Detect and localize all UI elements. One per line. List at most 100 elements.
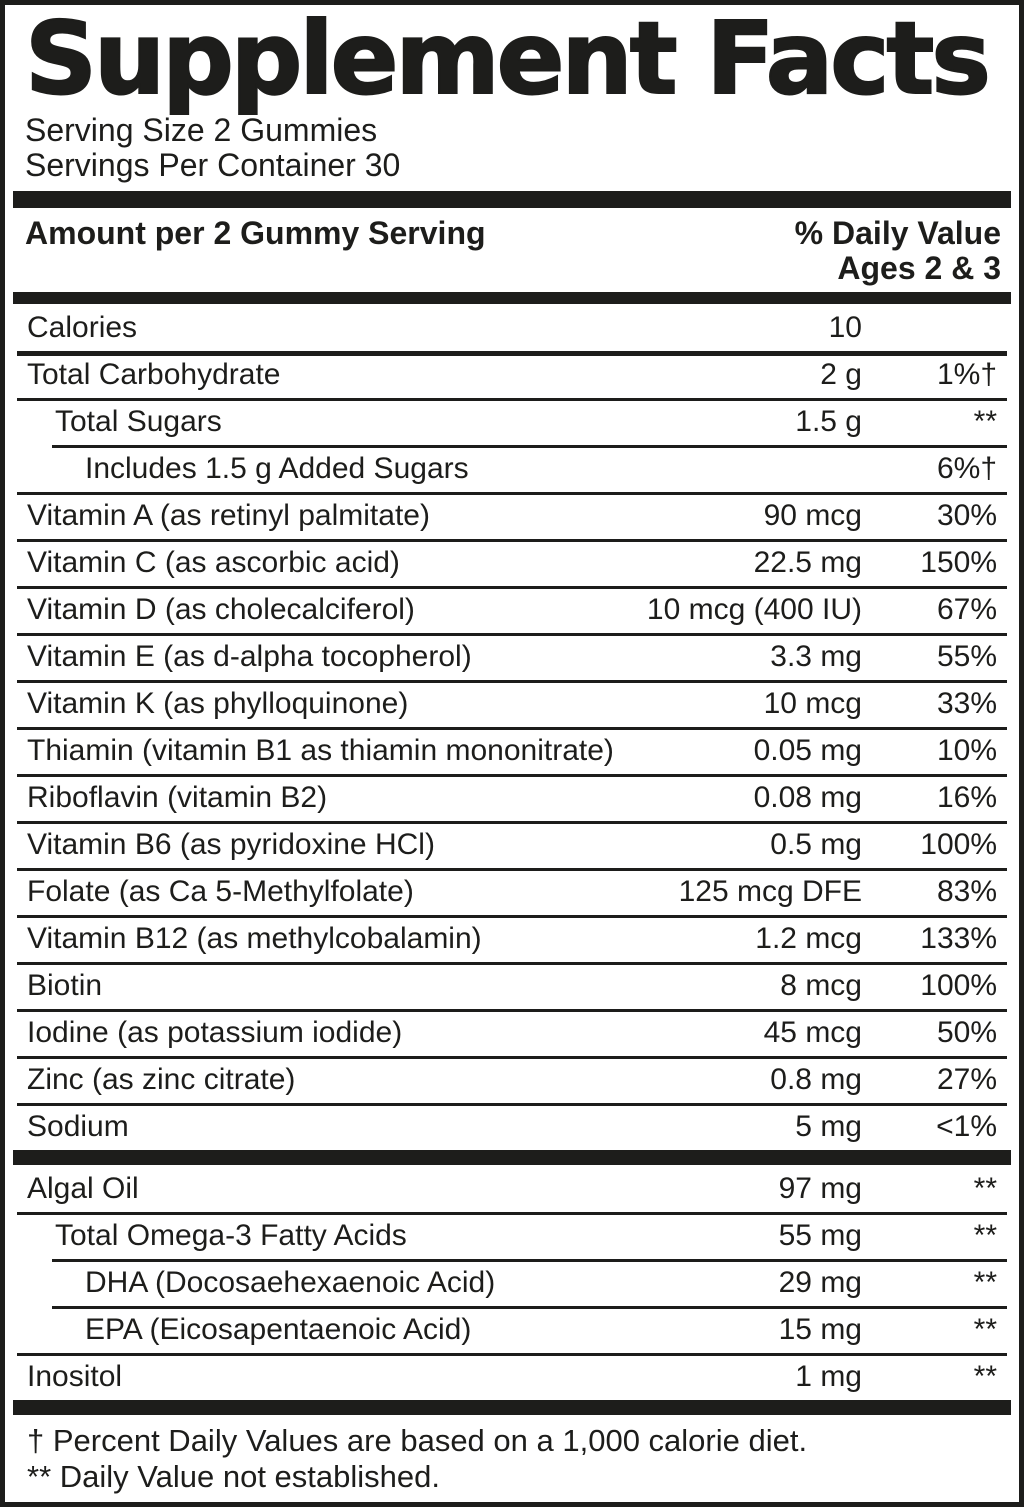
nutrient-row: Riboflavin (vitamin B2) 0.08 mg 16% [17,774,1007,821]
nutrient-amount: 8 mcg [780,968,862,1002]
nutrient-label: Total Omega-3 Fatty Acids [55,1218,407,1252]
nutrient-table-main: Calories 10 Total Carbohydrate 2 g 1%† Total … [17,304,1007,1150]
nutrient-daily-value: 100% [920,827,997,861]
nutrient-row: Vitamin D (as cholecalciferol) 10 mcg (40… [17,586,1007,633]
nutrient-row: Vitamin K (as phylloquinone) 10 mcg 33% [17,680,1007,727]
nutrient-label: Thiamin (vitamin B1 as thiamin mononitra… [27,733,614,767]
servings-per-container: Servings Per Container 30 [25,147,401,183]
panel-title: Supplement Facts [24,0,992,117]
nutrient-label: Vitamin B12 (as methylcobalamin) [27,921,482,955]
nutrient-amount: 97 mg [778,1171,862,1205]
footnote-dv-not-established: ** Daily Value not established. [27,1459,441,1494]
nutrient-amount: 0.05 mg [753,733,862,767]
nutrient-daily-value: <1% [936,1109,997,1143]
nutrient-row: Sodium 5 mg <1% [17,1103,1007,1150]
nutrient-label: Vitamin A (as retinyl palmitate) [27,498,430,532]
nutrient-table-secondary: Algal Oil 97 mg ** Total Omega-3 Fatty Acid… [17,1165,1007,1400]
nutrient-row: Calories 10 [17,304,1007,351]
nutrient-label: Total Carbohydrate [27,357,281,391]
nutrient-daily-value: 27% [936,1062,997,1096]
table-header: Amount per 2 Gummy Serving % Daily Value… [17,216,1007,286]
nutrient-row: Algal Oil 97 mg ** [17,1165,1007,1212]
nutrient-amount: 125 mcg DFE [678,874,862,908]
nutrient-label: Riboflavin (vitamin B2) [27,780,328,814]
nutrient-daily-value: ** [973,404,997,438]
nutrient-row: Vitamin B12 (as methylcobalamin) 1.2 mcg 1… [17,915,1007,962]
nutrient-label: Sodium [27,1109,129,1143]
serving-size: Serving Size 2 Gummies [25,112,378,148]
nutrient-label: Biotin [27,968,103,1002]
nutrient-label: Includes 1.5 g Added Sugars [85,451,469,485]
nutrient-row: Total Carbohydrate 2 g 1%† [17,351,1007,398]
nutrient-daily-value: ** [973,1218,997,1252]
nutrient-row: Iodine (as potassium iodide) 45 mcg 50% [17,1009,1007,1056]
nutrient-daily-value: 1%† [936,357,997,391]
nutrient-row: Vitamin B6 (as pyridoxine HCl) 0.5 mg 100% [17,821,1007,868]
nutrient-daily-value: 50% [936,1015,997,1049]
nutrient-label: Vitamin K (as phylloquinone) [27,686,409,720]
nutrient-row: Total Sugars 1.5 g ** [17,398,1007,445]
nutrient-label: EPA (Eicosapentaenoic Acid) [85,1312,472,1346]
nutrient-amount: 22.5 mg [753,545,862,579]
nutrient-label: Zinc (as zinc citrate) [27,1062,296,1096]
nutrient-row: Folate (as Ca 5-Methylfolate) 125 mcg DFE… [17,868,1007,915]
nutrient-label: Inositol [27,1359,123,1393]
nutrient-row: DHA (Docosaehexaenoic Acid) 29 mg ** [17,1259,1007,1306]
section-divider-bar [13,1150,1011,1165]
nutrient-daily-value: 10% [936,733,997,767]
nutrient-amount: 10 mcg (400 IU) [646,592,862,626]
nutrient-daily-value: 150% [920,545,997,579]
section-divider-bar [13,292,1011,304]
nutrient-daily-value: 83% [936,874,997,908]
nutrient-amount: 1 mg [795,1359,862,1393]
nutrient-row: Vitamin A (as retinyl palmitate) 90 mcg 30… [17,492,1007,539]
nutrient-daily-value: 67% [936,592,997,626]
nutrient-row: Inositol 1 mg ** [17,1353,1007,1400]
nutrient-daily-value: ** [973,1312,997,1346]
nutrient-row: Vitamin C (as ascorbic acid) 22.5 mg 150% [17,539,1007,586]
nutrient-label: Iodine (as potassium iodide) [27,1015,403,1049]
nutrient-amount: 15 mg [778,1312,862,1346]
nutrient-amount: 1.2 mcg [755,921,862,955]
nutrient-daily-value: 133% [920,921,997,955]
nutrient-label: DHA (Docosaehexaenoic Acid) [85,1265,496,1299]
nutrient-daily-value: ** [973,1265,997,1299]
nutrient-row: Total Omega-3 Fatty Acids 55 mg ** [17,1212,1007,1259]
nutrient-daily-value: 100% [920,968,997,1002]
nutrient-label: Vitamin E (as d-alpha tocopherol) [27,639,472,673]
nutrient-amount: 0.08 mg [753,780,862,814]
footnotes: † Percent Daily Values are based on a 1,… [17,1423,1007,1495]
nutrient-row: Biotin 8 mcg 100% [17,962,1007,1009]
daily-value-column-header: % Daily Value Ages 2 & 3 [795,216,1007,286]
nutrient-amount: 3.3 mg [770,639,862,673]
section-divider-bar [13,191,1011,208]
nutrient-row: EPA (Eicosapentaenoic Acid) 15 mg ** [17,1306,1007,1353]
nutrient-amount: 55 mg [778,1218,862,1252]
nutrient-daily-value: ** [973,1171,997,1205]
nutrient-daily-value: 33% [936,686,997,720]
nutrient-daily-value: 55% [936,639,997,673]
nutrient-amount: 10 [828,310,862,344]
nutrient-amount: 2 g [820,357,862,391]
amount-column-header: Amount per 2 Gummy Serving [25,215,486,251]
section-divider-bar [13,1400,1011,1415]
nutrient-row: Zinc (as zinc citrate) 0.8 mg 27% [17,1056,1007,1103]
nutrient-daily-value: 30% [936,498,997,532]
nutrient-daily-value: ** [973,1359,997,1393]
daily-value-header-line1: % Daily Value [794,215,1001,251]
nutrient-amount: 10 mcg [763,686,862,720]
nutrient-label: Calories [27,310,138,344]
nutrient-label: Vitamin C (as ascorbic acid) [27,545,400,579]
nutrient-amount: 45 mcg [763,1015,862,1049]
nutrient-label: Algal Oil [27,1171,139,1205]
nutrient-label: Folate (as Ca 5-Methylfolate) [27,874,414,908]
nutrient-amount: 0.5 mg [770,827,862,861]
daily-value-header-line2: Ages 2 & 3 [837,250,1001,286]
nutrient-daily-value: 16% [936,780,997,814]
nutrient-label: Vitamin B6 (as pyridoxine HCl) [27,827,435,861]
footnote-daily-value-basis: † Percent Daily Values are based on a 1,… [27,1423,808,1458]
nutrient-row: Thiamin (vitamin B1 as thiamin mononitra… [17,727,1007,774]
nutrient-amount: 90 mcg [763,498,862,532]
nutrient-label: Total Sugars [55,404,222,438]
